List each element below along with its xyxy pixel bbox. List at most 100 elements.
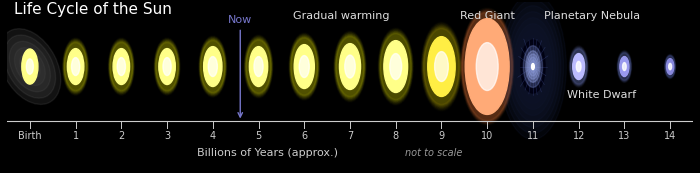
Circle shape: [294, 45, 314, 89]
Circle shape: [463, 13, 512, 120]
Circle shape: [573, 54, 584, 80]
Circle shape: [384, 41, 407, 93]
Circle shape: [618, 53, 631, 80]
Circle shape: [380, 32, 412, 101]
Circle shape: [570, 47, 588, 86]
Circle shape: [424, 27, 460, 106]
Circle shape: [335, 35, 365, 98]
Circle shape: [423, 26, 460, 107]
Circle shape: [109, 41, 133, 92]
Text: Planetary Nebula: Planetary Nebula: [545, 11, 640, 21]
Circle shape: [159, 49, 175, 84]
Circle shape: [505, 6, 561, 127]
Circle shape: [290, 37, 318, 96]
Circle shape: [156, 43, 178, 90]
Circle shape: [665, 56, 675, 77]
Circle shape: [156, 42, 178, 91]
Text: 10: 10: [481, 131, 493, 141]
Circle shape: [462, 11, 512, 122]
Circle shape: [379, 31, 412, 102]
Circle shape: [503, 0, 564, 133]
Circle shape: [291, 38, 317, 95]
Ellipse shape: [4, 35, 55, 98]
Text: 13: 13: [618, 131, 631, 141]
Text: Gradual warming: Gradual warming: [293, 11, 389, 21]
Text: 11: 11: [527, 131, 539, 141]
Circle shape: [618, 53, 631, 81]
Text: Now: Now: [228, 15, 253, 117]
Circle shape: [570, 48, 587, 85]
Circle shape: [668, 63, 671, 70]
Circle shape: [530, 60, 536, 73]
Circle shape: [476, 43, 498, 90]
Circle shape: [462, 11, 512, 122]
Text: Birth: Birth: [18, 131, 42, 141]
Text: 8: 8: [393, 131, 399, 141]
Circle shape: [200, 39, 225, 94]
Circle shape: [380, 33, 411, 100]
Circle shape: [344, 55, 356, 78]
Circle shape: [254, 57, 263, 76]
Circle shape: [336, 36, 364, 97]
Circle shape: [110, 42, 132, 91]
Circle shape: [617, 51, 631, 82]
Circle shape: [67, 49, 84, 84]
Circle shape: [246, 39, 271, 94]
Circle shape: [64, 42, 87, 91]
Text: 4: 4: [210, 131, 216, 141]
Circle shape: [531, 63, 534, 70]
Text: 9: 9: [438, 131, 444, 141]
Circle shape: [622, 63, 626, 71]
Circle shape: [71, 58, 80, 76]
Circle shape: [204, 47, 222, 86]
Circle shape: [665, 56, 675, 78]
Ellipse shape: [0, 29, 61, 104]
Text: Life Cycle of the Sun: Life Cycle of the Sun: [14, 2, 172, 17]
Circle shape: [163, 58, 172, 76]
Circle shape: [665, 55, 676, 78]
Circle shape: [666, 59, 674, 75]
Circle shape: [64, 41, 88, 92]
Circle shape: [113, 49, 130, 84]
Circle shape: [246, 39, 271, 94]
Circle shape: [527, 54, 539, 79]
Circle shape: [155, 41, 178, 92]
Circle shape: [521, 40, 545, 93]
Circle shape: [335, 35, 365, 99]
Text: 14: 14: [664, 131, 676, 141]
Text: White Dwarf: White Dwarf: [567, 90, 636, 101]
Ellipse shape: [15, 48, 46, 85]
Text: 7: 7: [347, 131, 353, 141]
Text: 2: 2: [118, 131, 125, 141]
Text: Red Giant: Red Giant: [460, 11, 514, 21]
Circle shape: [576, 61, 581, 72]
Circle shape: [570, 49, 587, 84]
Circle shape: [381, 34, 411, 99]
Circle shape: [508, 12, 558, 121]
Circle shape: [435, 52, 448, 81]
Circle shape: [246, 38, 272, 95]
Circle shape: [424, 28, 459, 105]
Circle shape: [249, 47, 267, 86]
Text: 1: 1: [73, 131, 78, 141]
Text: Billions of Years (approx.): Billions of Years (approx.): [197, 148, 338, 158]
Circle shape: [22, 49, 38, 84]
Circle shape: [390, 54, 402, 80]
Circle shape: [291, 38, 318, 96]
Text: 3: 3: [164, 131, 170, 141]
Circle shape: [208, 57, 218, 76]
Circle shape: [299, 56, 309, 78]
Circle shape: [340, 44, 360, 89]
Circle shape: [528, 57, 538, 76]
Circle shape: [620, 57, 629, 76]
Circle shape: [462, 12, 512, 121]
Text: 5: 5: [256, 131, 262, 141]
Circle shape: [290, 36, 318, 97]
Circle shape: [200, 39, 225, 94]
Circle shape: [665, 55, 676, 78]
Circle shape: [466, 19, 509, 114]
Circle shape: [570, 48, 587, 85]
Circle shape: [617, 52, 631, 81]
Circle shape: [526, 51, 540, 82]
Ellipse shape: [9, 41, 50, 92]
